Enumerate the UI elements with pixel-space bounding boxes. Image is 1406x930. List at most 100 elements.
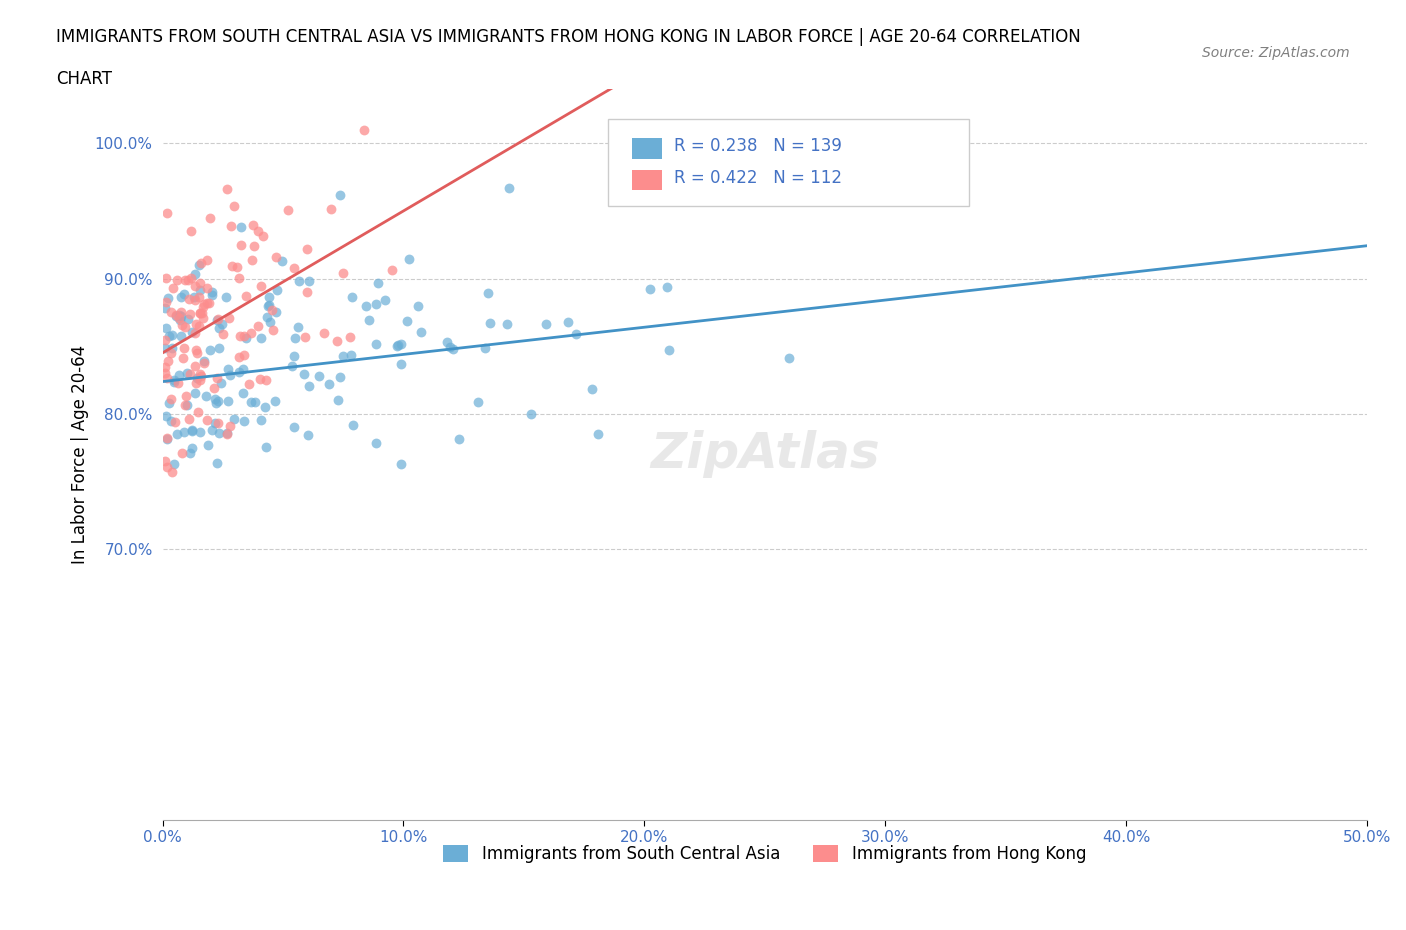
Point xyxy=(270,254,292,269)
Point xyxy=(188,367,211,382)
Point xyxy=(217,362,239,377)
Point xyxy=(207,393,229,408)
Point xyxy=(207,416,229,431)
Legend: Immigrants from South Central Asia, Immigrants from Hong Kong: Immigrants from South Central Asia, Immi… xyxy=(436,838,1092,870)
Point xyxy=(250,412,273,427)
Point xyxy=(254,399,277,414)
Point xyxy=(201,422,224,437)
Point xyxy=(172,351,194,365)
Point xyxy=(534,317,557,332)
Point xyxy=(160,392,183,406)
Point xyxy=(156,459,179,474)
Point xyxy=(354,299,377,313)
Point xyxy=(215,290,238,305)
Point xyxy=(581,381,603,396)
Point xyxy=(157,395,180,410)
Point xyxy=(170,329,193,344)
Point xyxy=(195,253,218,268)
Point xyxy=(406,299,429,313)
FancyBboxPatch shape xyxy=(633,169,662,190)
Point xyxy=(298,379,321,393)
Point xyxy=(160,346,183,361)
Point xyxy=(287,319,309,334)
Point xyxy=(247,318,270,333)
Point xyxy=(565,326,588,341)
Point xyxy=(153,333,176,348)
Text: IMMIGRANTS FROM SOUTH CENTRAL ASIA VS IMMIGRANTS FROM HONG KONG IN LABOR FORCE |: IMMIGRANTS FROM SOUTH CENTRAL ASIA VS IM… xyxy=(56,28,1081,46)
FancyBboxPatch shape xyxy=(609,119,969,206)
Point xyxy=(187,289,209,304)
Point xyxy=(176,365,198,380)
Point xyxy=(329,370,352,385)
Point xyxy=(266,282,288,297)
Point xyxy=(174,319,197,334)
Point xyxy=(259,298,281,312)
Point xyxy=(208,341,231,356)
Point xyxy=(184,326,207,340)
Point xyxy=(184,278,207,293)
FancyBboxPatch shape xyxy=(633,139,662,159)
Point xyxy=(170,309,193,324)
Point xyxy=(257,290,280,305)
Point xyxy=(217,181,239,196)
Point xyxy=(250,331,273,346)
Point xyxy=(181,423,204,438)
Point xyxy=(326,334,349,349)
Point xyxy=(239,394,262,409)
Point xyxy=(222,412,245,427)
Point xyxy=(156,290,179,305)
Point xyxy=(167,376,190,391)
Point xyxy=(179,291,201,306)
Point xyxy=(367,276,389,291)
Point xyxy=(160,305,183,320)
Point xyxy=(364,435,387,450)
Point xyxy=(183,359,205,374)
Point xyxy=(173,424,195,439)
Point xyxy=(173,397,195,412)
Point xyxy=(332,348,354,363)
Point xyxy=(191,299,214,314)
Point xyxy=(205,456,228,471)
Point xyxy=(195,281,218,296)
Text: ZipAtlas: ZipAtlas xyxy=(650,431,880,478)
Point xyxy=(202,381,225,396)
Point xyxy=(233,347,256,362)
Point xyxy=(439,339,461,354)
Point xyxy=(778,351,800,365)
Point xyxy=(205,370,228,385)
Point xyxy=(173,287,195,302)
Point xyxy=(232,385,254,400)
Point xyxy=(200,211,222,226)
Point xyxy=(381,262,404,277)
Point xyxy=(170,289,193,304)
Point xyxy=(198,295,221,310)
Point xyxy=(191,311,214,325)
Point xyxy=(342,418,364,432)
Point xyxy=(218,311,240,325)
Point xyxy=(478,315,501,330)
Point xyxy=(228,271,250,286)
Point xyxy=(292,366,315,381)
Point xyxy=(281,359,304,374)
Point xyxy=(239,326,262,340)
Point xyxy=(389,357,412,372)
Point xyxy=(283,261,305,276)
Point xyxy=(183,267,205,282)
Point xyxy=(252,229,274,244)
Point xyxy=(366,297,388,312)
Point xyxy=(179,306,201,321)
Point xyxy=(188,283,211,298)
Point xyxy=(262,303,284,318)
Point xyxy=(209,375,232,390)
Point xyxy=(165,309,187,324)
Point xyxy=(226,259,249,274)
Text: R = 0.422   N = 112: R = 0.422 N = 112 xyxy=(675,169,842,188)
Point xyxy=(298,273,321,288)
Point xyxy=(495,317,517,332)
Point xyxy=(318,377,340,392)
Point xyxy=(217,393,239,408)
Point xyxy=(169,312,191,327)
Point xyxy=(219,418,242,433)
Point xyxy=(201,285,224,299)
Point xyxy=(162,340,184,355)
